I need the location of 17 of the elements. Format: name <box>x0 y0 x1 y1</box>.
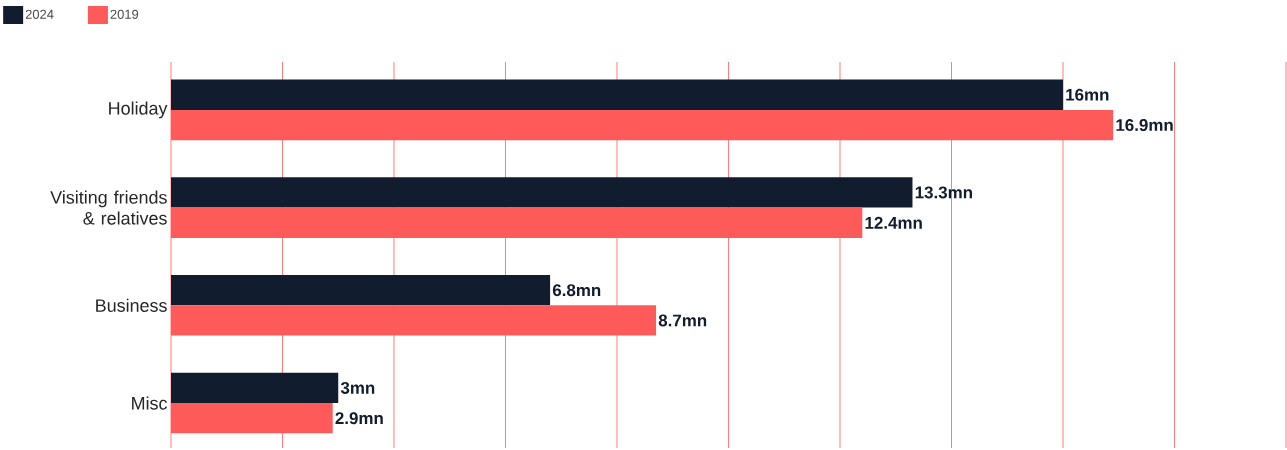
legend-label: 2024 <box>25 9 54 19</box>
y-tick-label: Visiting friends & relatives <box>50 190 167 225</box>
bar <box>171 372 339 404</box>
bar <box>171 177 913 208</box>
data-label: 3mn <box>340 381 375 394</box>
y-tick-label: Holiday <box>109 101 168 119</box>
data-label: 2.9mn <box>335 412 383 425</box>
data-label: 16.9mn <box>1116 119 1173 132</box>
y-tick-label: Business <box>96 298 167 312</box>
data-label: 6.8mn <box>552 284 601 297</box>
y-tick-label: Misc <box>132 396 168 410</box>
legend-label: 2019 <box>110 9 139 19</box>
bar <box>171 275 551 306</box>
data-label: 12.4mn <box>865 216 922 229</box>
data-label: 16mn <box>1066 88 1109 101</box>
bar <box>171 79 1063 110</box>
data-label: 8.7mn <box>658 314 707 327</box>
